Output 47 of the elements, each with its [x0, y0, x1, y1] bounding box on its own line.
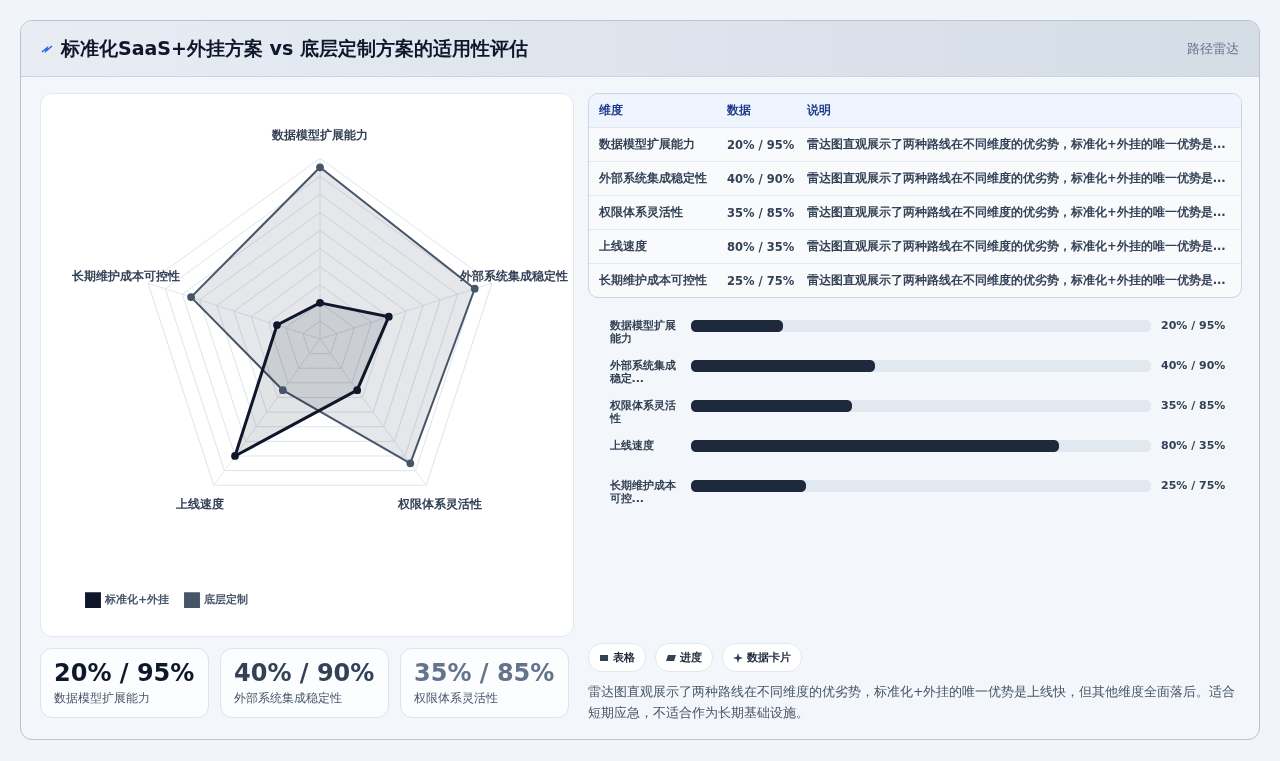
legend-label: 标准化+外挂	[104, 593, 170, 607]
text: 雷达图直观展示了两种路线在不同维度的优劣势，标准化+外挂的唯一优势是上线快，但其他维度全面落后。适合短期应急，不适合作为长期基础设施。	[588, 683, 1237, 722]
data-label: 40% / 90%	[1161, 359, 1226, 372]
text: 40% / 90%	[727, 171, 795, 186]
category-label: 外部系统集成稳定性	[234, 691, 343, 706]
y-tick-label: 数据模型扩展能力	[608, 319, 676, 345]
spoke-label: 外部系统集成稳定性	[459, 268, 569, 283]
text: 雷达图直观展示了两种路线在不同维度的优劣势，标准化+外挂的唯一优势是...	[807, 273, 1226, 287]
text: 长期维护成本可控性	[599, 273, 707, 287]
category-label: 数据卡片	[747, 650, 791, 665]
y-tick-label: 上线速度	[608, 439, 654, 452]
category-label: 表格	[613, 650, 635, 665]
category-label: 进度	[680, 650, 702, 665]
text: 80% / 35%	[727, 239, 795, 254]
text: 20% / 95%	[727, 137, 795, 152]
category-label: 说明	[807, 103, 832, 118]
spoke-label: 数据模型扩展能力	[271, 127, 368, 142]
text: 外部系统集成稳定性	[599, 171, 707, 185]
text: 雷达图直观展示了两种路线在不同维度的优劣势，标准化+外挂的唯一优势是...	[807, 171, 1226, 185]
category-label: 权限体系灵活性	[414, 691, 499, 706]
text: 雷达图直观展示了两种路线在不同维度的优劣势，标准化+外挂的唯一优势是...	[807, 137, 1226, 151]
text: 25% / 75%	[727, 273, 795, 288]
text: 35% / 85%	[414, 659, 555, 687]
spoke-label: 长期维护成本可控性	[70, 268, 180, 283]
y-tick-label: 权限体系灵活性	[608, 399, 676, 425]
data-label: 20% / 95%	[1161, 319, 1226, 332]
y-tick-label: 长期维护成本可控...	[608, 479, 677, 505]
text: 上线速度	[599, 239, 647, 253]
category-label: 数据模型扩展能力	[54, 691, 151, 706]
spoke-label: 上线速度	[174, 497, 224, 512]
bar	[691, 320, 783, 332]
category-label: 维度	[598, 103, 624, 118]
data-label: 80% / 35%	[1161, 439, 1226, 452]
data-label: 35% / 85%	[1161, 399, 1226, 412]
text: 雷达图直观展示了两种路线在不同维度的优劣势，标准化+外挂的唯一优势是...	[807, 239, 1226, 253]
chart-title: 标准化SaaS+外挂方案 vs 底层定制方案的适用性评估	[61, 36, 528, 59]
text: 40% / 90%	[234, 659, 375, 687]
text: 路径雷达	[1187, 40, 1239, 56]
bar	[691, 480, 806, 492]
category-label: 数据	[727, 103, 752, 118]
data-label: 25% / 75%	[1161, 479, 1226, 492]
y-tick-label: 外部系统集成稳定...	[608, 359, 676, 385]
text: 35% / 85%	[727, 205, 795, 220]
spoke-label: 权限体系灵活性	[397, 497, 483, 512]
text: 雷达图直观展示了两种路线在不同维度的优劣势，标准化+外挂的唯一优势是...	[807, 205, 1226, 219]
text: 20% / 95%	[54, 659, 195, 687]
legend-label: 底层定制	[203, 593, 248, 607]
